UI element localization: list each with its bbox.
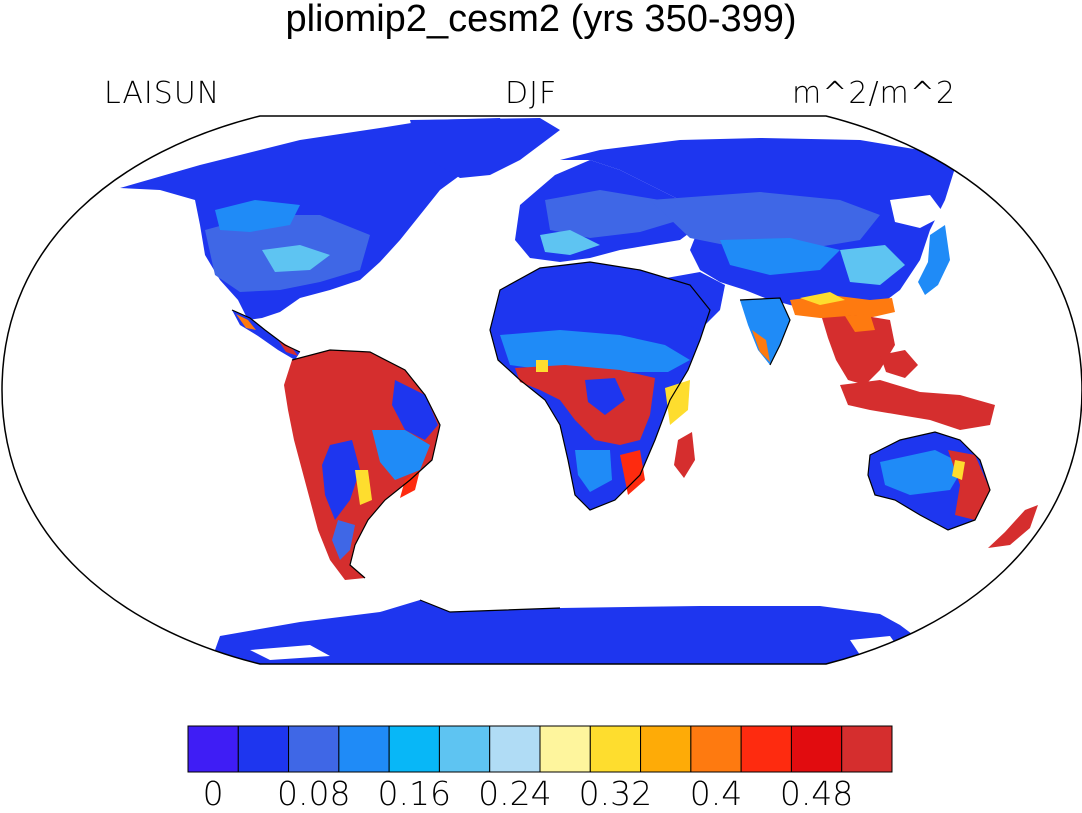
- colorbar-tick-label: 0.16: [377, 774, 452, 813]
- coastlines: [231, 261, 991, 613]
- greenland: [410, 118, 560, 178]
- colorbar-swatch: [187, 725, 239, 773]
- season-label: DJF: [505, 76, 558, 111]
- colorbar-tick-label: 0.48: [779, 774, 854, 813]
- colorbar-swatch: [338, 725, 390, 773]
- antarctica: [210, 600, 930, 664]
- indonesia: [840, 380, 995, 430]
- colorbar-tick-label: 0.4: [689, 774, 743, 813]
- colorbar-swatch: [388, 725, 440, 773]
- map-content: [120, 118, 1038, 664]
- colorbar: [187, 725, 893, 773]
- colorbar-swatch: [438, 725, 491, 773]
- page-title: pliomip2_cesm2 (yrs 350-399): [285, 0, 797, 40]
- india: [740, 298, 790, 365]
- colorbar-swatch: [640, 725, 692, 773]
- colorbar-swatch: [740, 725, 792, 773]
- colorbar-swatch: [841, 725, 893, 773]
- colorbar-swatch: [589, 725, 642, 773]
- colorbar-swatch: [690, 725, 742, 773]
- new-zealand: [988, 505, 1038, 548]
- colorbar-swatch: [539, 725, 591, 773]
- colorbar-tick-label: 0.08: [276, 774, 351, 813]
- variable-label: LAISUN: [104, 76, 221, 111]
- colorbar-swatch: [288, 725, 340, 773]
- units-label: m^2/m^2: [792, 76, 957, 111]
- map-border: [1, 115, 1082, 665]
- colorbar-swatch: [489, 725, 541, 773]
- colorbar-tick-label: 0.24: [478, 774, 552, 813]
- colorbar-swatch: [237, 725, 290, 773]
- colorbar-tick-label: 0.32: [578, 774, 653, 813]
- colorbar-tick-label: 0: [202, 774, 224, 813]
- madagascar: [674, 432, 695, 478]
- arabia: [655, 272, 725, 330]
- japan: [918, 225, 950, 295]
- southeast-asia: [822, 315, 895, 385]
- colorbar-swatch: [790, 725, 843, 773]
